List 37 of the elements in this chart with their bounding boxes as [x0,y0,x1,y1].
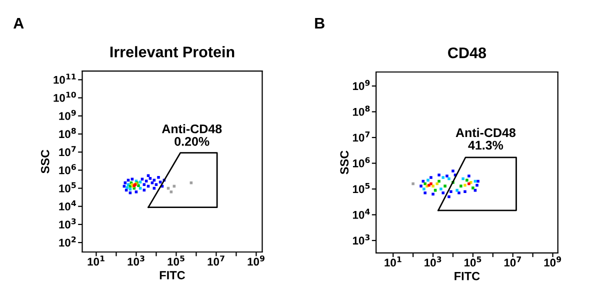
y-axis-title: SSC [40,150,50,174]
text: A [13,18,24,28]
x-tick-label: 10$^{1}$ [88,256,104,266]
annotation: Anti-CD48 41.3% [456,128,516,150]
chart-title: Irrelevant Protein [110,46,234,58]
y-tick-label: 10$^{8}$ [353,106,370,116]
y-tick-label: 10$^{4}$ [353,208,370,219]
chart-title: CD48 [448,47,486,58]
y-tick-label: 10$^{5}$ [353,183,370,194]
y-tick-label: 10$^{2}$ [59,236,76,247]
y-tick-label: 10$^{8}$ [59,128,76,138]
x-tick-label: 10$^{9}$ [544,256,562,267]
y-tick-label: 10$^{11}$ [54,74,76,84]
x-tick-label: 10$^{9}$ [248,255,264,266]
y-tick-label: 10$^{6}$ [59,164,76,174]
x-axis-title: FITC [454,272,480,280]
x-tick-label: 10$^{5}$ [168,256,184,266]
x-tick-label: 10$^{7}$ [208,256,224,266]
x-tick-label: 10$^{3}$ [424,256,442,267]
text: B [315,18,324,28]
y-tick-label: 10$^{4}$ [59,200,76,210]
y-tick-label: 10$^{3}$ [353,234,370,245]
x-tick-label: 10$^{7}$ [504,256,521,267]
x-tick-label: 10$^{5}$ [464,256,482,267]
annotation: Anti-CD48 0.20% [162,124,222,146]
y-tick-label: 10$^{7}$ [353,132,370,142]
y-tick-label: 10$^{6}$ [353,157,370,168]
x-tick-label: 10$^{1}$ [384,256,402,267]
x-tick-label: 10$^{3}$ [128,255,144,266]
x-axis-title: FITC [160,271,186,280]
y-tick-label: 10$^{9}$ [353,80,370,90]
y-tick-label: 10$^{3}$ [59,218,76,228]
y-tick-label: 10$^{5}$ [59,182,76,192]
y-axis-title: SSC [340,150,349,174]
y-tick-label: 10$^{10}$ [54,92,76,102]
y-tick-label: 10$^{7}$ [59,146,76,156]
y-tick-label: 10$^{9}$ [59,110,76,120]
